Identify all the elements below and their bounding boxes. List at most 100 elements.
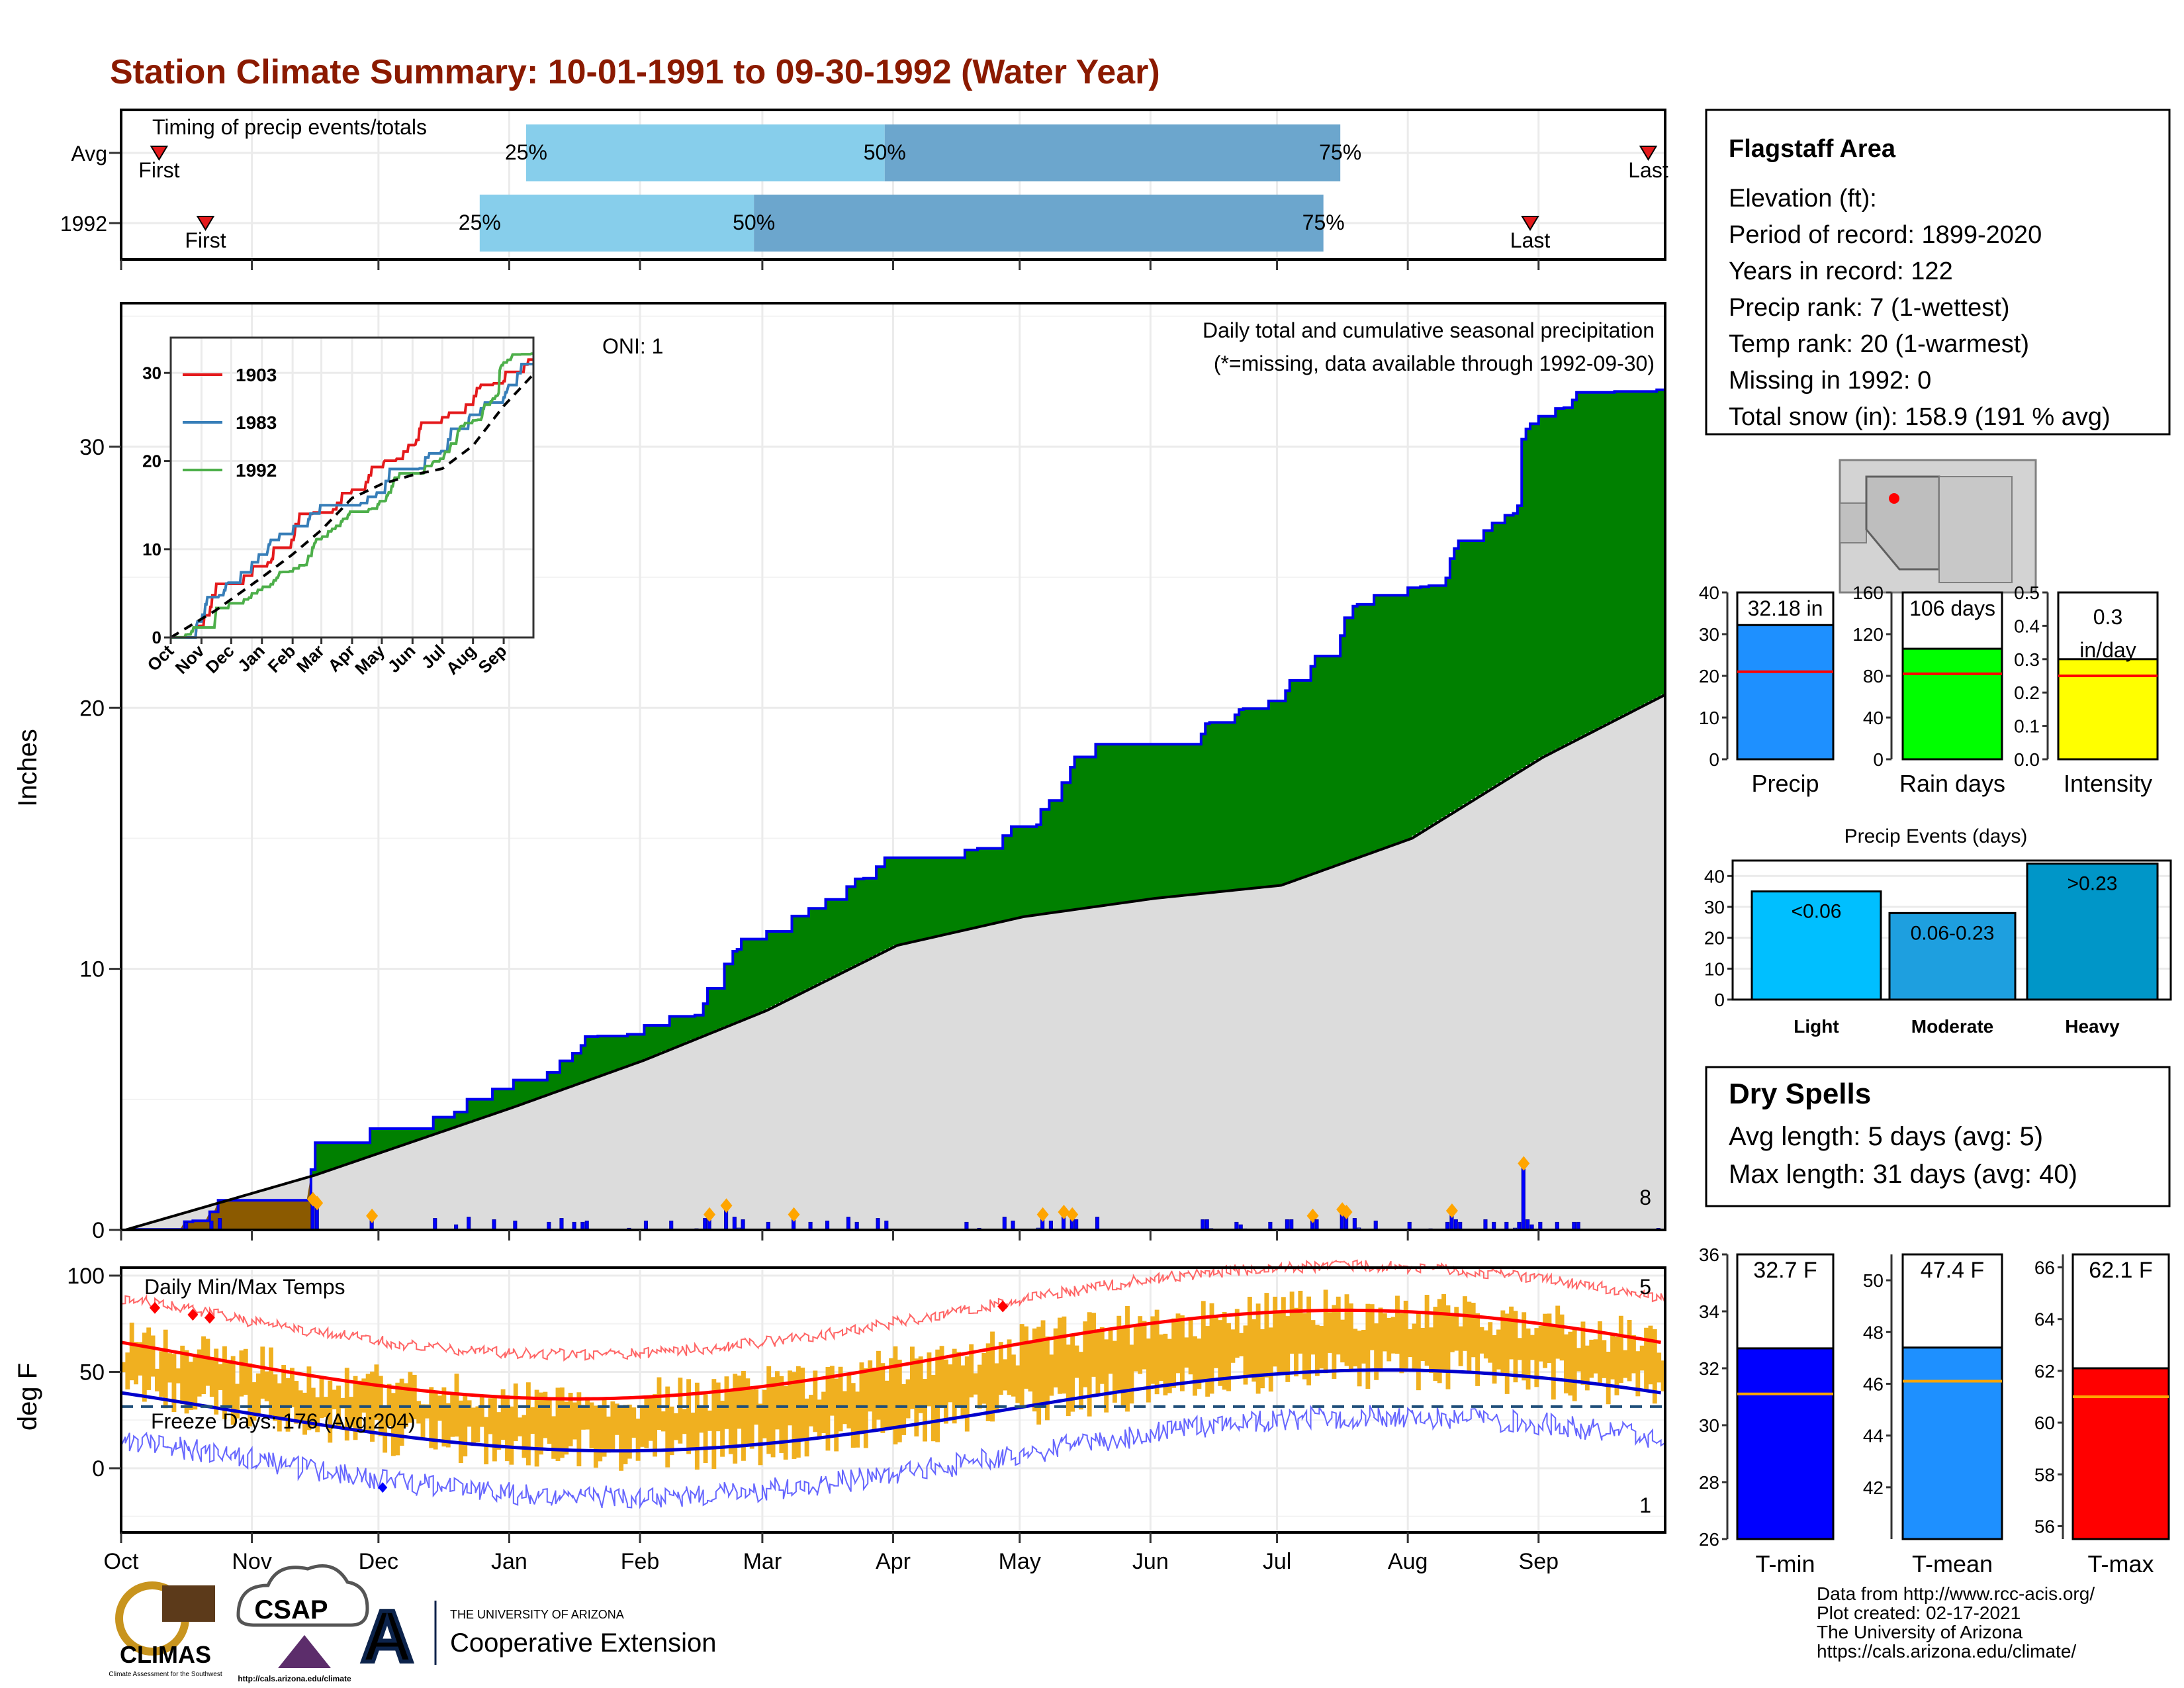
- temp-record-high-marker: [187, 1309, 199, 1321]
- temp-daily-bar: [720, 1400, 725, 1457]
- precip-y-tick-label: 10: [79, 957, 105, 982]
- inset-legend-label: 1992: [236, 460, 277, 481]
- temp-daily-bar: [1530, 1335, 1535, 1360]
- temp-daily-bar: [846, 1374, 852, 1429]
- temp-summary-bars: 32.7 F 26 28 30 32 34 36 T-min 47.4 F 42 44 46 48 50 T…: [1699, 1244, 2170, 1577]
- temp-daily-bar: [893, 1346, 898, 1445]
- temp-daily-bar: [1260, 1329, 1265, 1389]
- temp-daily-bar: [1374, 1323, 1379, 1380]
- temp-daily-bar: [471, 1407, 476, 1446]
- temp-x-tick-label: Jan: [491, 1549, 527, 1574]
- temp-daily-bar: [1036, 1327, 1042, 1425]
- temp-daily-bar: [1125, 1305, 1130, 1412]
- summary-bar-value-label: in/day: [2079, 638, 2136, 662]
- temp-daily-bar: [475, 1406, 480, 1442]
- temp-daily-bar: [1044, 1336, 1050, 1421]
- precip-daily-bar: [669, 1220, 674, 1231]
- temp-x-tick-label: May: [999, 1549, 1041, 1574]
- precip-snow-marker: [788, 1207, 800, 1222]
- temp-record-high-marker: [149, 1301, 160, 1314]
- temp-daily-bar: [315, 1397, 320, 1432]
- temp-daily-bar: [399, 1378, 404, 1446]
- precip-events-category: Moderate: [1911, 1016, 1993, 1037]
- temp-daily-bar: [1179, 1315, 1185, 1391]
- temp-daily-bar: [340, 1397, 345, 1409]
- temp-daily-bar: [530, 1407, 535, 1434]
- temp-daily-bar: [1348, 1303, 1353, 1370]
- temp-daily-bar: [817, 1399, 822, 1438]
- temp-daily-bar: [690, 1412, 696, 1450]
- temp-daily-bar: [1576, 1348, 1582, 1372]
- temp-daily-bar: [1226, 1323, 1231, 1391]
- precip-events-tick-label: 40: [1704, 866, 1725, 886]
- temp-daily-bar: [505, 1395, 510, 1462]
- temp-daily-bar: [1395, 1295, 1400, 1354]
- summary-bar-tick-label: 0: [1709, 749, 1719, 770]
- inset-average-line: [169, 374, 533, 639]
- temp-daily-bar: [1264, 1293, 1269, 1378]
- inset-y-tick-label: 10: [142, 539, 161, 559]
- dry-spells-box: Dry Spells Avg length: 5 days (avg: 5) Max…: [1705, 1066, 2171, 1207]
- temp-bar-t-mean: [1901, 1346, 2003, 1540]
- temp-daily-bar: [159, 1351, 164, 1397]
- map-station-dot: [1889, 493, 1899, 504]
- temp-record-high-marker: [997, 1300, 1009, 1313]
- temp-bar-tick-label: 60: [2034, 1413, 2055, 1433]
- temp-daily-bar: [1188, 1319, 1193, 1375]
- temp-daily-bar: [884, 1380, 889, 1429]
- precip-daily-bar: [643, 1220, 649, 1231]
- dry-spells-avg: Avg length: 5 days (avg: 5): [1729, 1122, 2043, 1151]
- precip-daily-bar: [703, 1218, 707, 1231]
- temp-daily-bar: [733, 1374, 738, 1464]
- temp-daily-bar: [328, 1380, 333, 1443]
- precip-daily-bar: [1453, 1219, 1458, 1231]
- temp-count-top: 5: [1639, 1275, 1651, 1299]
- temp-x-tick-label: Sep: [1519, 1549, 1559, 1574]
- temp-daily-bar: [248, 1363, 253, 1427]
- temp-daily-bar: [927, 1352, 932, 1407]
- precip-daily-bar: [876, 1218, 880, 1231]
- temp-daily-bar: [1479, 1327, 1484, 1354]
- timing-first-label: First: [185, 228, 226, 252]
- temp-daily-bar: [1243, 1325, 1248, 1385]
- summary-bar-tick-label: 10: [1699, 708, 1719, 728]
- temp-daily-bar: [665, 1386, 670, 1468]
- timing-last-label: Last: [1510, 228, 1551, 252]
- inset-y-tick-label: 20: [142, 451, 161, 471]
- temp-daily-bar: [1564, 1334, 1569, 1393]
- freeze-days-label: Freeze Days: 176 (Avg:204): [151, 1409, 416, 1433]
- temp-bar-t-min: [1736, 1347, 1835, 1540]
- temp-daily-bar: [804, 1398, 809, 1457]
- precip-events-bar-heavy: [2026, 863, 2159, 1001]
- temp-daily-bar: [1310, 1320, 1316, 1355]
- precip-daily-bar: [467, 1217, 471, 1231]
- timing-q50-label: 50%: [864, 140, 906, 164]
- station-name: Flagstaff Area: [1729, 135, 1896, 163]
- timing-last-label: Last: [1628, 158, 1668, 182]
- precip-subtitle: Daily total and cumulative seasonal prec…: [1203, 318, 1655, 342]
- temp-daily-bar: [1133, 1327, 1138, 1372]
- temp-daily-bar: [336, 1385, 341, 1429]
- temp-daily-bar: [585, 1397, 590, 1430]
- summary-bar-value-label: 32.18 in: [1748, 596, 1823, 620]
- temp-daily-bar: [994, 1363, 999, 1413]
- temp-x-tick-label: Mar: [743, 1549, 782, 1574]
- precip-daily-bar: [825, 1220, 830, 1231]
- temp-daily-bar: [576, 1392, 582, 1467]
- footer-credit-line: https://cals.arizona.edu/climate/: [1817, 1641, 2076, 1662]
- temp-bar-name: T-max: [2087, 1550, 2154, 1577]
- temp-daily-bar: [1095, 1329, 1101, 1394]
- temp-daily-bar: [1167, 1338, 1172, 1393]
- timing-first-marker: [196, 216, 215, 231]
- temp-bar-tick-label: 30: [1699, 1415, 1719, 1436]
- temp-x-tick-label: Nov: [232, 1549, 271, 1574]
- temp-daily-bar: [1268, 1327, 1273, 1392]
- temp-daily-bar: [1049, 1354, 1054, 1396]
- temp-daily-bar: [1087, 1312, 1092, 1417]
- temp-bar-value-label: 62.1 F: [2089, 1258, 2152, 1283]
- temp-daily-bar: [640, 1407, 645, 1447]
- temp-daily-bar: [129, 1323, 134, 1381]
- temp-daily-bar: [905, 1379, 911, 1419]
- temp-daily-bar: [880, 1363, 886, 1433]
- temp-bar-value-label: 32.7 F: [1753, 1258, 1817, 1283]
